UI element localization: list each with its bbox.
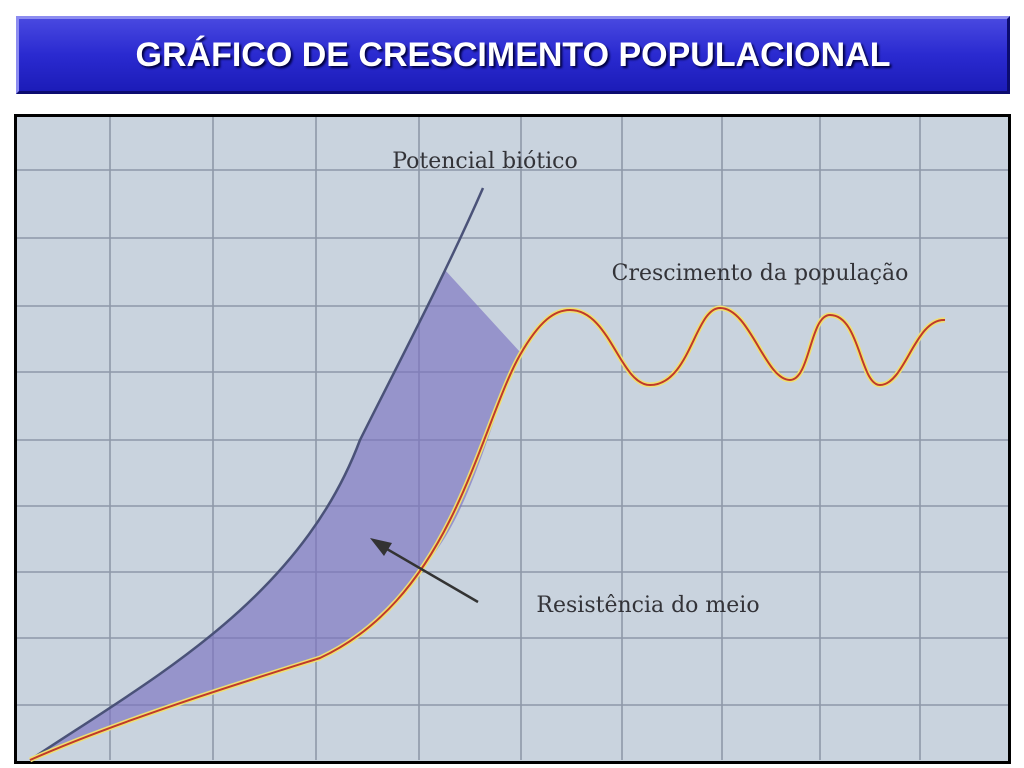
title-bar: GRÁFICO DE CRESCIMENTO POPULACIONAL bbox=[16, 16, 1010, 94]
biotic-potential-curve bbox=[29, 187, 485, 762]
slide-title: GRÁFICO DE CRESCIMENTO POPULACIONAL bbox=[135, 35, 891, 74]
diagram-background bbox=[14, 114, 1011, 764]
biotic-potential-label: Potencial biótico bbox=[392, 149, 578, 174]
diagram: Potencial biótico Crescimento da populaç… bbox=[14, 114, 1011, 764]
arrow-head bbox=[370, 538, 392, 556]
population-growth-label: Crescimento da população bbox=[612, 261, 909, 286]
resistance-label: Resistência do meio bbox=[536, 593, 759, 618]
population-curve bbox=[29, 306, 946, 761]
arrow-line bbox=[379, 543, 479, 604]
resistance-area bbox=[30, 270, 520, 760]
